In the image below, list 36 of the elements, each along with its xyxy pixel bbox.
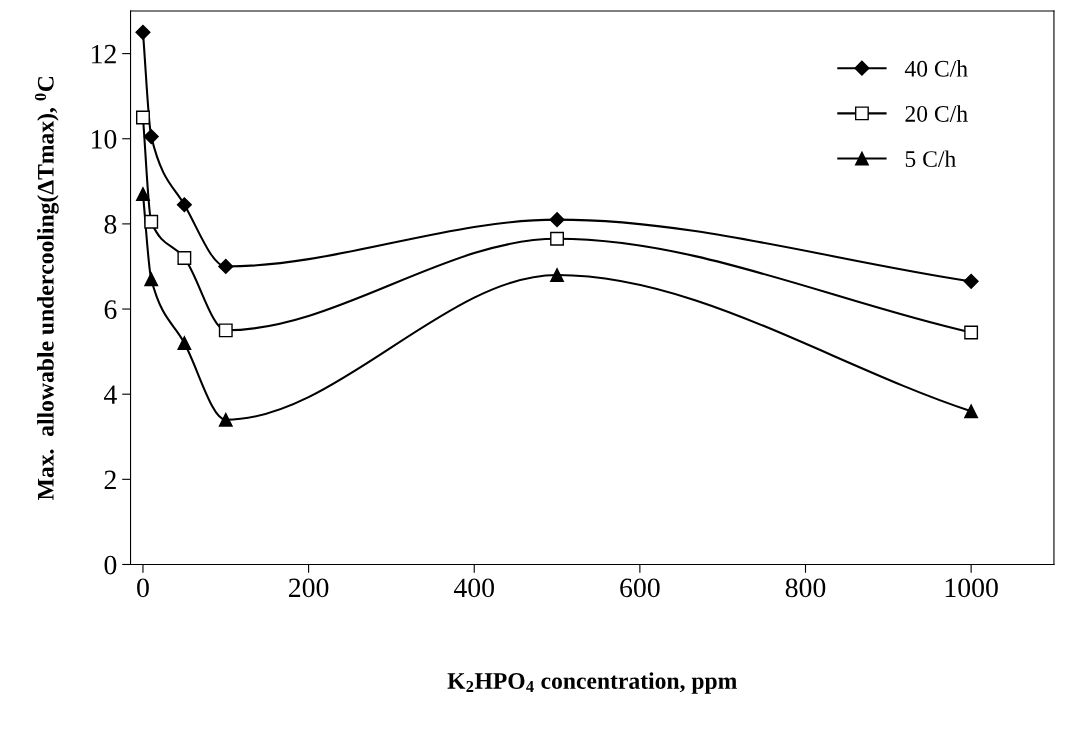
x-tick-label: 1000 [945,578,998,598]
legend-label: 40 C/h [904,60,968,77]
point [964,325,979,340]
point [144,214,159,229]
y-tick-label: 4 [104,385,117,404]
point [136,110,150,125]
point [176,197,192,213]
y-tick-label: 8 [104,215,117,234]
point [549,212,565,228]
point [144,272,159,287]
point [177,336,192,351]
point [143,129,159,145]
y-tick-label: 12 [92,44,116,64]
point [218,412,233,427]
x-tick-label: 0 [137,578,149,598]
y-axis-title: Max. allowable undercooling(ΔTmax), $^{0}$C [34,76,59,500]
legend-label: 5 C/h [905,150,956,168]
x-tick-label: 600 [620,578,660,598]
point [550,268,564,282]
y-tick-label: 0 [104,555,117,575]
y-tick-label: 10 [92,129,117,149]
x-tick-label: 400 [453,578,494,598]
point [136,187,150,202]
x-axis-title: K$_{2}$HPO$_{4}$ concentration, ppm [447,672,737,694]
point [964,404,979,419]
point [177,251,192,265]
point [218,323,233,338]
x-tick-label: 800 [785,578,826,598]
point [963,273,979,289]
y-tick-label: 6 [104,300,117,319]
legend-label: 20 C/h [905,105,968,122]
x-tick-label: 200 [288,578,329,598]
point [218,258,234,275]
point [135,24,151,40]
point [550,231,564,246]
y-tick-label: 2 [104,470,116,489]
